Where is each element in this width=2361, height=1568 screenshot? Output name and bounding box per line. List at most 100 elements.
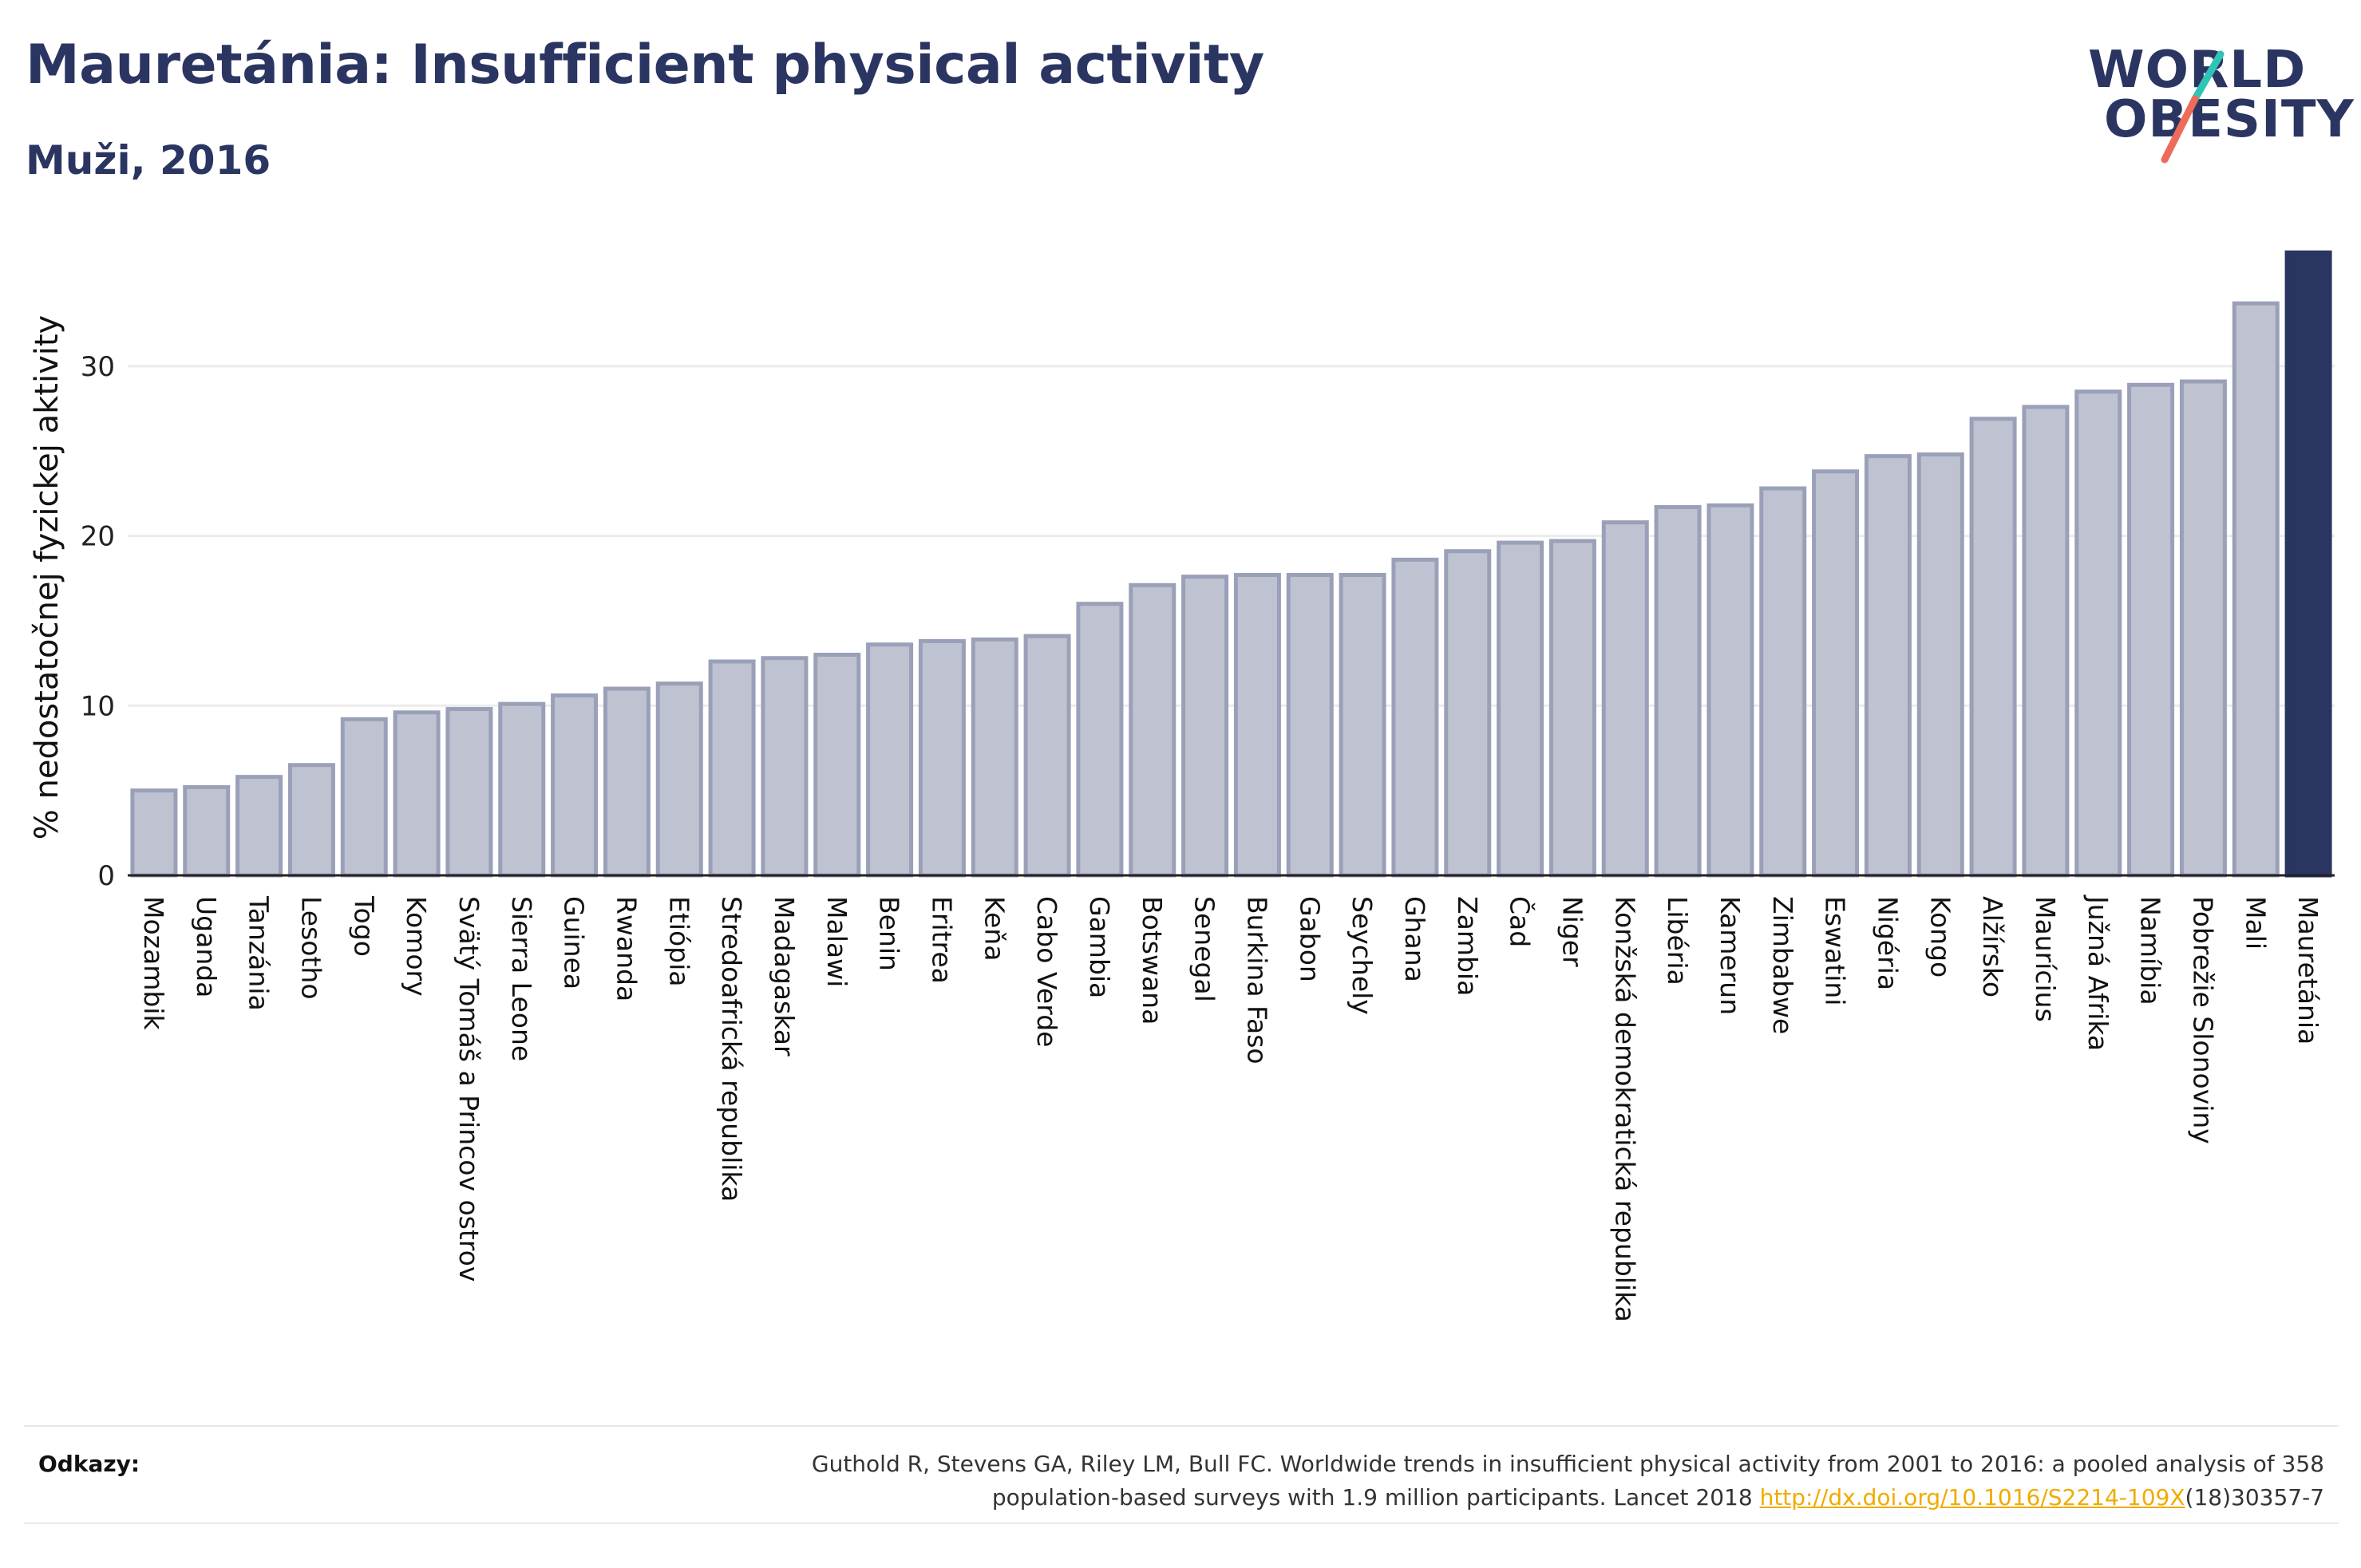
- x-tick-label: Etiópia: [663, 896, 694, 987]
- x-tick-label: Lesotho: [295, 896, 326, 1000]
- references-label: Odkazy:: [38, 1451, 140, 1477]
- x-tick-label: Gabon: [1294, 896, 1325, 982]
- bar: [708, 659, 756, 878]
- bar: [1391, 557, 1439, 878]
- bar: [1916, 452, 1964, 878]
- bar: [1706, 503, 1754, 878]
- x-tick-label: Niger: [1556, 896, 1588, 967]
- bar: [1444, 549, 1492, 878]
- reference-suffix: (18)30357-7: [2185, 1484, 2324, 1511]
- x-tick-label: Eswatini: [1820, 896, 1851, 1005]
- y-tick-label: 10: [81, 690, 115, 722]
- x-tick-label: Keňa: [979, 896, 1010, 961]
- bar: [1497, 540, 1544, 878]
- x-tick-label: Ghana: [1399, 896, 1430, 982]
- bar: [2179, 379, 2227, 878]
- bar: [2127, 382, 2175, 878]
- x-tick-label: Alžírsko: [1977, 896, 2008, 997]
- y-tick-label: 20: [81, 521, 115, 553]
- x-tick-label: Stredoafrická republika: [716, 896, 747, 1202]
- bar: [603, 686, 651, 878]
- reference-line-2: population-based surveys with 1.9 millio…: [991, 1484, 1760, 1511]
- y-axis-label: % nedostatočnej fyzickej aktivity: [29, 315, 65, 839]
- bar: [1654, 504, 1702, 878]
- footer-divider-top: [24, 1425, 2339, 1427]
- x-tick-label: Mauretánia: [2292, 896, 2323, 1045]
- bar: [2074, 389, 2122, 878]
- bar: [235, 775, 283, 878]
- x-tick-label: Kongo: [1924, 896, 1956, 978]
- bar: [1864, 454, 1912, 878]
- y-tick-label: 0: [97, 860, 115, 892]
- x-tick-label: Cabo Verde: [1031, 896, 1062, 1047]
- bar: [445, 707, 493, 878]
- logo-line-1: WORLD: [2088, 41, 2307, 100]
- bar: [1129, 583, 1177, 878]
- bar: [971, 637, 1018, 878]
- bar: [287, 763, 335, 878]
- x-tick-label: Botswana: [1137, 896, 1168, 1025]
- x-tick-label: Gambia: [1084, 896, 1115, 998]
- x-tick-label: Mozambik: [138, 896, 169, 1030]
- x-tick-label: Uganda: [191, 896, 222, 997]
- bar: [655, 681, 703, 878]
- bar: [2022, 405, 2070, 878]
- x-tick-label: Rwanda: [611, 896, 642, 1001]
- bar: [393, 710, 441, 878]
- x-tick-label: Južná Afrika: [2082, 895, 2114, 1051]
- x-tick-label: Eritrea: [926, 896, 957, 984]
- reference-line-1: Guthold R, Stevens GA, Riley LM, Bull FC…: [811, 1451, 2324, 1477]
- bar: [1601, 520, 1649, 878]
- y-tick-label: 30: [81, 351, 115, 383]
- x-tick-label: Namíbia: [2135, 896, 2166, 1005]
- bar: [1023, 634, 1071, 878]
- x-tick-label: Zimbabwe: [1767, 896, 1798, 1034]
- reference-doi-link[interactable]: http://dx.doi.org/10.1016/S2214-109X: [1759, 1484, 2185, 1511]
- bar: [183, 784, 231, 878]
- bar: [498, 701, 546, 878]
- x-tick-label: Tanzánia: [243, 895, 275, 1011]
- logo-line-2: OBESITY: [2104, 90, 2355, 149]
- bar-chart: 0 10 20 30 % nedostatočnej fyzickej aktivity…: [29, 250, 2335, 1322]
- references-text: Guthold R, Stevens GA, Riley LM, Bull FC…: [488, 1448, 2324, 1515]
- x-tick-label: Nigéria: [1872, 896, 1903, 990]
- bar: [1812, 469, 1860, 878]
- page-title: Mauretánia: Insufficient physical activi…: [26, 34, 1264, 97]
- bar: [1286, 573, 1334, 878]
- x-tick-label: Maurícius: [2030, 896, 2061, 1022]
- world-obesity-logo: WORLD OBESITY: [2075, 32, 2354, 176]
- bar: [1759, 486, 1807, 878]
- x-tick-label: Čad: [1505, 896, 1536, 947]
- page-subtitle: Muži, 2016: [26, 137, 271, 184]
- bar: [918, 638, 966, 878]
- x-tick-label: Malawi: [821, 896, 852, 987]
- x-tick-label: Mali: [2240, 896, 2271, 950]
- bar: [1076, 602, 1124, 878]
- bar: [130, 788, 178, 878]
- x-tick-label: Pobrežie Slonoviny: [2187, 896, 2218, 1144]
- x-tick-label: Sierra Leone: [506, 896, 537, 1061]
- footer-divider-bottom: [24, 1523, 2339, 1524]
- x-tick-label: Madagaskar: [769, 896, 800, 1057]
- x-tick-label: Togo: [348, 895, 379, 957]
- x-tick-label: Seychely: [1347, 896, 1378, 1015]
- bar: [761, 656, 809, 878]
- x-tick-label: Kamerun: [1714, 896, 1746, 1015]
- bar: [866, 642, 914, 878]
- x-tick-label: Svätý Tomáš a Princov ostrov: [453, 896, 484, 1282]
- bar: [1548, 539, 1596, 878]
- x-tick-label: Senegal: [1189, 896, 1220, 1002]
- bar: [2284, 250, 2332, 878]
- x-tick-label: Konžská demokratická republika: [1609, 896, 1640, 1322]
- bar: [1233, 573, 1281, 878]
- x-tick-label: Burkina Faso: [1241, 896, 1272, 1064]
- x-tick-label: Zambia: [1452, 896, 1483, 996]
- x-tick-label: Komory: [401, 896, 432, 997]
- bar: [340, 717, 388, 878]
- bar: [2232, 301, 2280, 878]
- bar: [1339, 573, 1386, 878]
- x-tick-label: Benin: [874, 896, 905, 971]
- bar: [813, 652, 861, 878]
- bar: [551, 693, 599, 878]
- x-tick-label: Guinea: [559, 896, 590, 989]
